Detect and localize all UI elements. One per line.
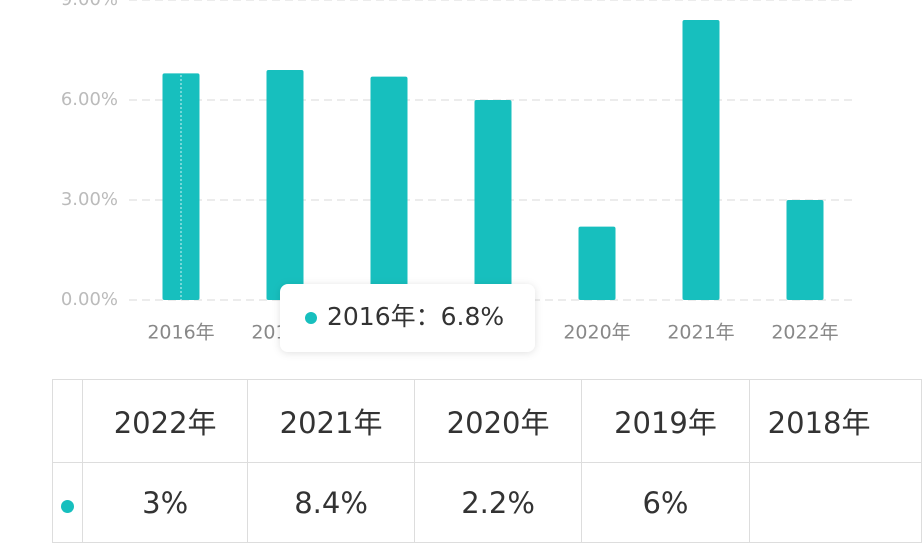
bar — [786, 200, 824, 300]
y-tick-label: 9.00% — [61, 0, 118, 10]
table-row: 3% 8.4% 2.2% 6% — [51, 462, 922, 543]
value-cell: 6% — [581, 462, 750, 543]
header-cell: 2020年 — [413, 379, 583, 463]
bar — [474, 100, 512, 300]
x-tick-label: 2022年 — [771, 322, 838, 344]
x-tick-label: 2020年 — [563, 322, 630, 344]
value-cell: 2.2% — [413, 462, 583, 543]
corner-cell — [51, 379, 84, 463]
bar — [266, 70, 304, 300]
legend-cell — [51, 462, 84, 543]
value-cell — [748, 462, 922, 543]
tooltip-dot — [305, 312, 317, 324]
data-table: 2022年 2021年 2020年 2019年 2018年 3% 8.4% 2.… — [51, 379, 922, 543]
x-tick-label: 2021年 — [667, 322, 734, 344]
bar — [162, 73, 200, 300]
tooltip-box — [280, 284, 535, 352]
tooltip-text: 2016年：6.8% — [327, 302, 504, 331]
x-tick-label: 2016年 — [147, 322, 214, 344]
bar — [578, 226, 616, 300]
y-tick-label: 0.00% — [61, 289, 118, 310]
bar — [682, 20, 720, 300]
table-header: 2022年 2021年 2020年 2019年 2018年 — [51, 379, 922, 463]
bar — [370, 76, 408, 301]
value-cell: 8.4% — [247, 462, 415, 543]
header-cell: 2018年 — [748, 379, 922, 463]
chart: 0.00%3.00%6.00%9.00%2016年2017年2018年2019年… — [61, 0, 857, 352]
legend-dot — [61, 499, 75, 513]
y-tick-label: 6.00% — [61, 89, 118, 110]
y-tick-label: 3.00% — [61, 189, 118, 210]
header-cell: 2019年 — [581, 379, 750, 463]
value-cell: 3% — [82, 462, 249, 543]
header-cell: 2021年 — [247, 379, 415, 463]
header-cell: 2022年 — [82, 379, 249, 463]
